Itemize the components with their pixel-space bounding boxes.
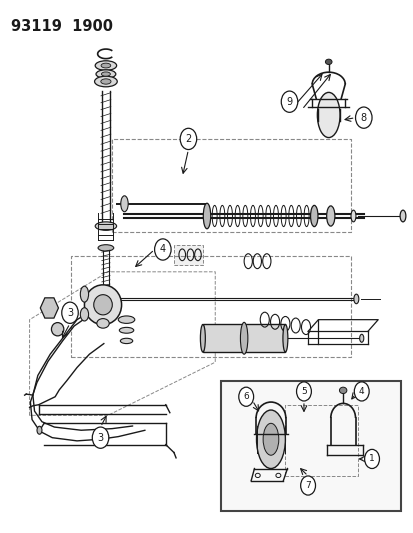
Circle shape <box>62 302 78 324</box>
Text: 3: 3 <box>97 433 103 443</box>
Circle shape <box>364 449 379 469</box>
Ellipse shape <box>121 196 128 212</box>
Ellipse shape <box>118 316 135 324</box>
Circle shape <box>238 387 253 406</box>
Ellipse shape <box>339 387 346 393</box>
Ellipse shape <box>203 203 210 229</box>
Ellipse shape <box>93 295 112 315</box>
Ellipse shape <box>350 210 355 222</box>
Ellipse shape <box>200 325 205 352</box>
Circle shape <box>92 427 109 448</box>
Ellipse shape <box>240 322 247 354</box>
Text: 1: 1 <box>368 455 374 463</box>
Text: 4: 4 <box>159 245 166 254</box>
Text: 9: 9 <box>286 96 292 107</box>
Ellipse shape <box>80 308 88 321</box>
Ellipse shape <box>119 327 133 333</box>
Ellipse shape <box>310 205 317 227</box>
FancyBboxPatch shape <box>202 325 285 352</box>
Text: 8: 8 <box>360 112 366 123</box>
Ellipse shape <box>95 222 116 230</box>
Circle shape <box>296 382 311 401</box>
Text: 2: 2 <box>185 134 191 144</box>
Text: 3: 3 <box>67 308 73 318</box>
Text: 6: 6 <box>243 392 249 401</box>
Ellipse shape <box>359 334 363 342</box>
Ellipse shape <box>51 322 64 336</box>
Text: 7: 7 <box>304 481 310 490</box>
Ellipse shape <box>100 79 111 84</box>
Circle shape <box>180 128 196 150</box>
Ellipse shape <box>263 423 278 455</box>
Ellipse shape <box>399 210 405 222</box>
Ellipse shape <box>84 285 121 325</box>
Ellipse shape <box>95 61 116 70</box>
Circle shape <box>355 107 371 128</box>
Circle shape <box>300 476 315 495</box>
Ellipse shape <box>96 70 116 78</box>
FancyBboxPatch shape <box>173 245 202 265</box>
Ellipse shape <box>120 338 133 344</box>
Ellipse shape <box>37 426 42 434</box>
Ellipse shape <box>94 76 117 87</box>
Ellipse shape <box>101 63 110 68</box>
Circle shape <box>280 91 297 112</box>
Circle shape <box>354 382 368 401</box>
Text: 4: 4 <box>358 387 364 396</box>
Ellipse shape <box>326 206 334 226</box>
Ellipse shape <box>282 325 287 352</box>
Ellipse shape <box>97 319 109 328</box>
Ellipse shape <box>325 59 331 64</box>
Ellipse shape <box>98 245 114 251</box>
Ellipse shape <box>256 410 285 469</box>
Text: 93119  1900: 93119 1900 <box>11 19 113 34</box>
Circle shape <box>154 239 171 260</box>
Text: 5: 5 <box>300 387 306 396</box>
FancyBboxPatch shape <box>221 381 400 511</box>
Ellipse shape <box>101 72 110 76</box>
Ellipse shape <box>80 286 88 302</box>
Ellipse shape <box>353 294 358 304</box>
Ellipse shape <box>317 92 339 138</box>
